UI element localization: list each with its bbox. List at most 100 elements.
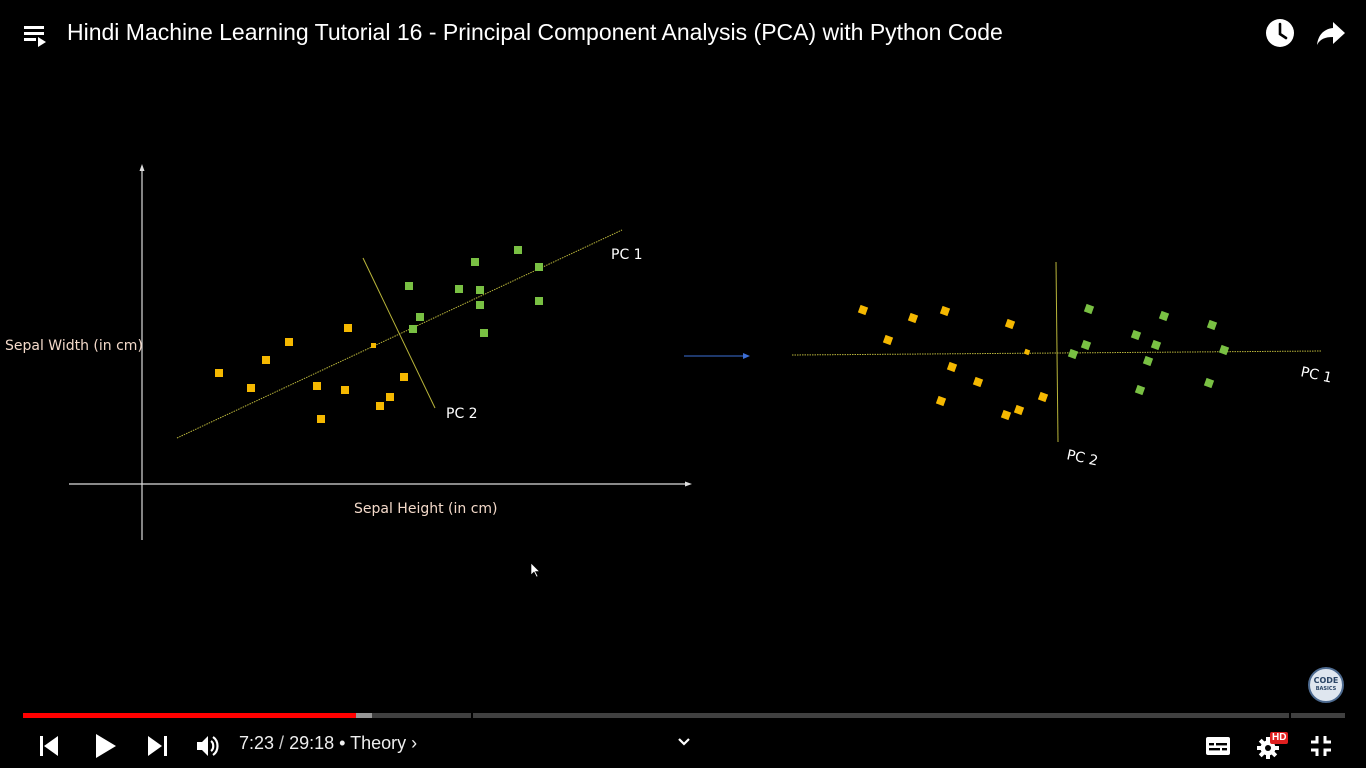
left-point-a bbox=[215, 369, 223, 377]
right-pc2-label: PC 2 bbox=[1065, 447, 1099, 469]
right-class-b-points bbox=[1067, 303, 1230, 396]
left-class-b-points bbox=[405, 246, 543, 337]
right-point-a bbox=[1023, 348, 1031, 356]
left-point-b bbox=[476, 301, 484, 309]
right-point-a bbox=[1037, 391, 1049, 403]
right-point-a bbox=[946, 361, 958, 373]
time-display: 7:23 / 29:18 • Theory › bbox=[239, 733, 417, 754]
duration: 29:18 bbox=[289, 733, 335, 753]
left-point-a bbox=[317, 415, 325, 423]
clock-icon bbox=[1266, 19, 1294, 47]
left-point-b bbox=[416, 313, 424, 321]
right-point-b bbox=[1158, 310, 1170, 322]
right-class-a-points bbox=[857, 304, 1049, 421]
right-point-b bbox=[1218, 344, 1230, 356]
left-point-b bbox=[405, 282, 413, 290]
left-point-a bbox=[371, 343, 376, 348]
chapter-title[interactable]: • Theory › bbox=[339, 733, 417, 753]
current-time: 7:23 bbox=[239, 733, 275, 753]
chevron-right-icon: › bbox=[406, 733, 418, 753]
share-button[interactable] bbox=[1314, 16, 1348, 50]
right-point-b bbox=[1206, 319, 1218, 331]
time-separator: / bbox=[274, 733, 290, 753]
right-point-b bbox=[1083, 303, 1095, 315]
progress-bar[interactable] bbox=[23, 713, 1345, 718]
left-pc1-label: PC 1 bbox=[611, 247, 643, 263]
left-ylabel: Sepal Width (in cm) bbox=[5, 338, 143, 354]
exit-fullscreen-button[interactable] bbox=[1305, 730, 1337, 762]
chevron-down-icon bbox=[678, 738, 690, 746]
hd-badge: HD bbox=[1270, 732, 1289, 744]
settings-button[interactable]: HD bbox=[1254, 730, 1289, 762]
left-point-b bbox=[455, 285, 463, 293]
right-point-a bbox=[907, 312, 919, 324]
play-icon bbox=[96, 734, 116, 758]
skip-next-icon bbox=[148, 736, 167, 756]
left-x-axis-arrowhead bbox=[685, 481, 692, 487]
video-title[interactable]: Hindi Machine Learning Tutorial 16 - Pri… bbox=[67, 19, 1003, 45]
left-y-axis-arrowhead bbox=[139, 164, 145, 171]
video-frame[interactable]: Sepal Width (in cm) Sepal Height (in cm)… bbox=[0, 0, 1366, 700]
right-point-a bbox=[972, 376, 984, 388]
left-point-b bbox=[535, 297, 543, 305]
player-controls: 7:23 / 29:18 • Theory › HD bbox=[0, 722, 1366, 768]
previous-button[interactable] bbox=[33, 730, 65, 762]
right-pc2-line bbox=[1055, 261, 1059, 443]
channel-logo[interactable]: CODE BASICS bbox=[1308, 667, 1344, 703]
exit-fullscreen-icon bbox=[1311, 736, 1331, 756]
left-point-b bbox=[409, 325, 417, 333]
right-point-a bbox=[935, 395, 947, 407]
chapter-divider bbox=[1289, 713, 1291, 718]
expand-button[interactable] bbox=[668, 726, 700, 758]
right-point-b bbox=[1067, 348, 1079, 360]
left-pc2-label: PC 2 bbox=[446, 406, 478, 422]
skip-previous-icon bbox=[40, 736, 58, 756]
right-point-b bbox=[1203, 377, 1215, 389]
left-point-a bbox=[344, 324, 352, 332]
left-point-b bbox=[480, 329, 488, 337]
chapter-divider bbox=[471, 713, 473, 718]
right-point-b bbox=[1080, 339, 1092, 351]
next-button[interactable] bbox=[142, 730, 174, 762]
left-point-b bbox=[471, 258, 479, 266]
playlist-button[interactable] bbox=[22, 22, 50, 50]
left-point-a bbox=[400, 373, 408, 381]
subtitles-button[interactable] bbox=[1202, 730, 1234, 762]
progress-played bbox=[23, 713, 357, 718]
right-point-b bbox=[1130, 329, 1142, 341]
left-point-a bbox=[313, 382, 321, 390]
chapter-prefix: • bbox=[339, 733, 351, 753]
right-point-b bbox=[1142, 355, 1154, 367]
right-point-a bbox=[1004, 318, 1016, 330]
left-point-a bbox=[285, 338, 293, 346]
logo-text: CODE bbox=[1313, 676, 1339, 685]
left-point-a bbox=[341, 386, 349, 394]
left-point-a bbox=[376, 402, 384, 410]
player-top-bar: Hindi Machine Learning Tutorial 16 - Pri… bbox=[0, 0, 1366, 70]
left-point-a bbox=[386, 393, 394, 401]
right-point-a bbox=[1000, 409, 1012, 421]
play-button[interactable] bbox=[89, 730, 121, 762]
subtitles-icon bbox=[1206, 737, 1230, 755]
left-xlabel: Sepal Height (in cm) bbox=[354, 501, 498, 517]
right-point-a bbox=[939, 305, 951, 317]
gear-icon bbox=[1257, 737, 1279, 759]
right-point-a bbox=[857, 304, 869, 316]
left-pc2-line bbox=[362, 257, 436, 409]
right-point-a bbox=[882, 334, 894, 346]
transform-arrow-head bbox=[743, 353, 750, 359]
right-pc1-label: PC 1 bbox=[1299, 364, 1333, 386]
logo-subtext: BASICS bbox=[1315, 686, 1337, 692]
volume-icon bbox=[197, 736, 219, 756]
left-point-b bbox=[476, 286, 484, 294]
left-point-a bbox=[262, 356, 270, 364]
mute-button[interactable] bbox=[192, 730, 224, 762]
mouse-cursor-icon bbox=[530, 562, 541, 578]
right-point-b bbox=[1150, 339, 1162, 351]
right-point-a bbox=[1013, 404, 1025, 416]
left-point-a bbox=[247, 384, 255, 392]
playlist-icon bbox=[24, 26, 46, 47]
right-point-b bbox=[1134, 384, 1146, 396]
watch-later-button[interactable] bbox=[1263, 16, 1297, 50]
left-point-b bbox=[535, 263, 543, 271]
